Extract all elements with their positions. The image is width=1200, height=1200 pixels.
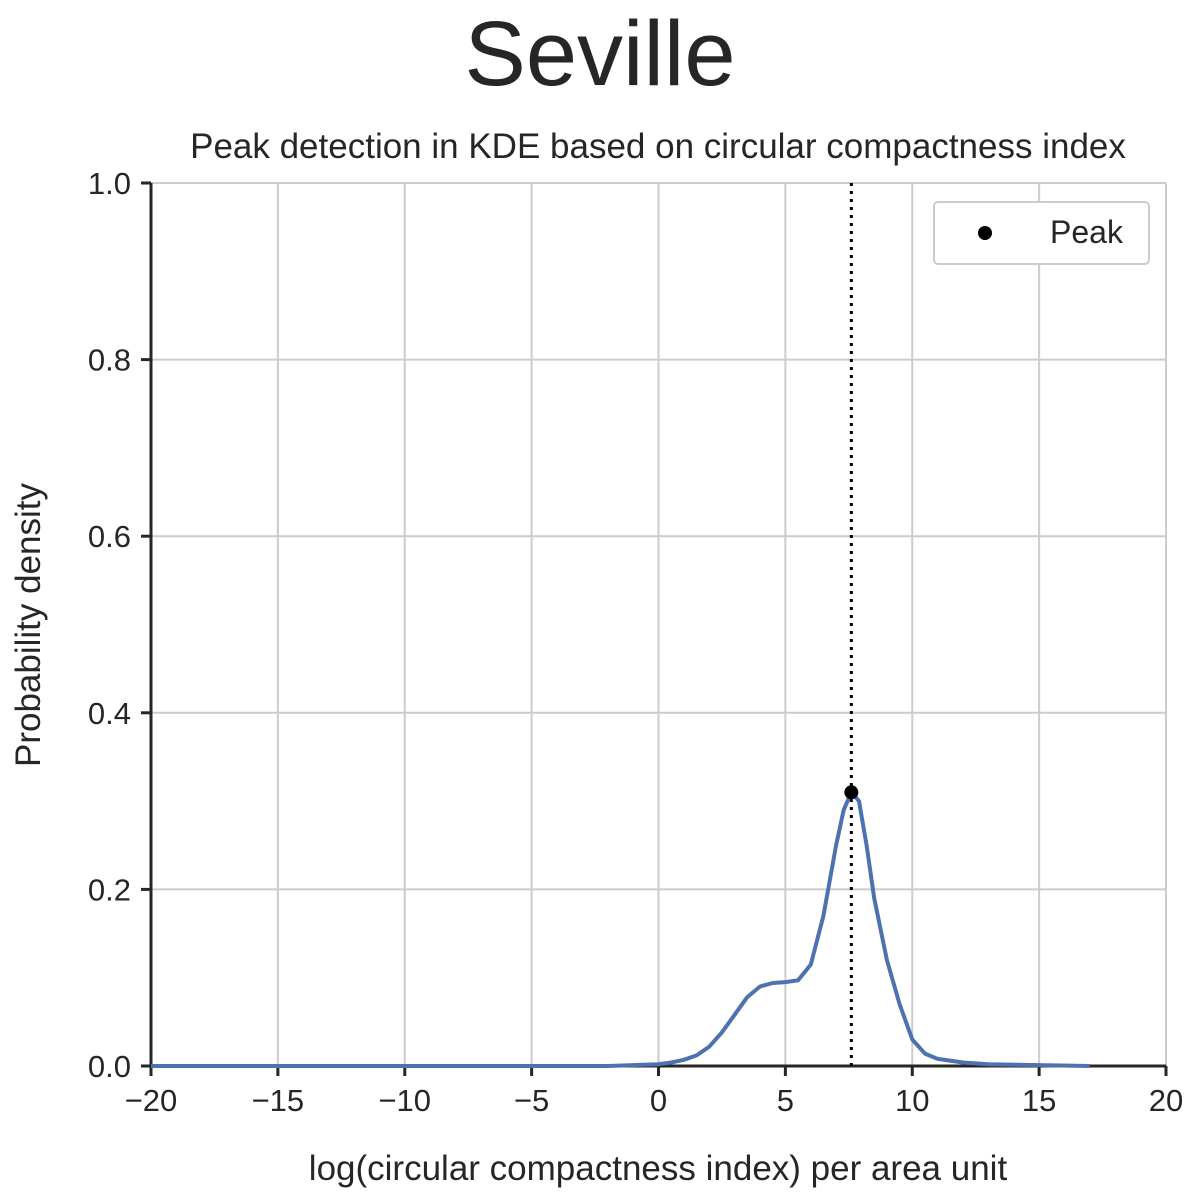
x-tick-label: 5 xyxy=(777,1083,794,1118)
kde-line xyxy=(151,790,1090,1068)
x-tick-label: 10 xyxy=(895,1083,929,1118)
x-tick-label: −10 xyxy=(378,1083,431,1118)
chart-title: Peak detection in KDE based on circular … xyxy=(190,127,1126,166)
gridlines xyxy=(150,182,1167,1067)
x-tick-label: 0 xyxy=(650,1083,667,1118)
legend: Peak xyxy=(933,201,1150,265)
y-tick-label: 0.6 xyxy=(88,519,131,554)
y-tick-label: 0.8 xyxy=(88,343,131,378)
y-tick-label: 0.2 xyxy=(88,872,131,907)
peak-point xyxy=(844,785,859,800)
x-tick-label: −15 xyxy=(252,1083,305,1118)
x-tick-label: −5 xyxy=(514,1083,549,1118)
y-tick-label: 0.0 xyxy=(88,1049,131,1084)
legend-box xyxy=(933,201,1150,265)
x-axis-label: log(circular compactness index) per area… xyxy=(309,1149,1008,1188)
series-layer xyxy=(151,183,1090,1068)
legend-peak-marker xyxy=(978,226,992,240)
y-tick-label: 0.4 xyxy=(88,696,131,731)
y-tick-label: 1.0 xyxy=(88,166,131,201)
x-tick-label: 20 xyxy=(1149,1083,1183,1118)
x-tick-label: −20 xyxy=(125,1083,178,1118)
x-tick-label: 15 xyxy=(1022,1083,1056,1118)
tick-labels: −20 −15 −10 −5 0 5 10 15 20 0.0 0.2 0.4 0.6 0.8 1.0 xyxy=(88,166,1183,1118)
y-axis-label: Probability density xyxy=(9,482,48,767)
legend-peak-label: Peak xyxy=(1050,214,1124,250)
figure-suptitle: Seville xyxy=(464,3,736,105)
